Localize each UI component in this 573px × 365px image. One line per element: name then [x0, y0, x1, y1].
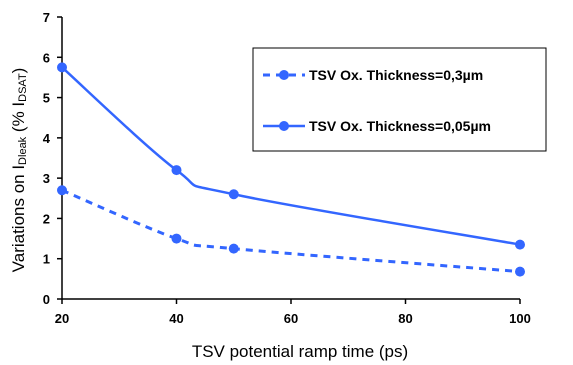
series-1-point	[171, 233, 182, 244]
x-ticks: 20 40 60 80 100	[55, 299, 531, 326]
series-2-line	[61, 66, 521, 246]
legend: TSV Ox. Thickness=0,3µm TSV Ox. Thicknes…	[252, 47, 547, 152]
series-1-point	[57, 185, 67, 196]
series-2-point	[228, 189, 239, 200]
y-tick-label: 5	[43, 91, 50, 106]
series-2-point	[171, 165, 182, 176]
legend-marker-series-2	[279, 121, 289, 131]
legend-box	[252, 47, 547, 152]
series-2-point	[57, 62, 67, 73]
series-1-line	[61, 188, 521, 274]
y-axis-title: Variations on IDleak (% IDSAT)	[9, 68, 29, 273]
y-tick-label: 1	[43, 252, 50, 267]
x-tick-label: 20	[55, 311, 69, 326]
y-tick-label: 2	[43, 211, 50, 226]
y-axis-title-suffix: )	[9, 68, 28, 74]
x-axis-title: TSV potential ramp time (ps)	[192, 342, 408, 361]
y-tick-label: 7	[43, 10, 50, 25]
legend-label-series-2: TSV Ox. Thickness=0,05µm	[309, 118, 491, 134]
y-axis-title-prefix: Variations on I	[9, 165, 28, 272]
x-tick-label: 100	[509, 311, 531, 326]
y-tick-label: 6	[43, 50, 50, 65]
series-2-point	[515, 239, 525, 250]
legend-label-series-1: TSV Ox. Thickness=0,3µm	[309, 67, 483, 83]
y-tick-label: 0	[43, 292, 50, 307]
legend-marker-series-1	[279, 70, 289, 80]
series-1-point	[228, 243, 239, 254]
x-tick-label: 80	[398, 311, 412, 326]
y-tick-label: 3	[43, 171, 50, 186]
x-tick-label: 60	[284, 311, 298, 326]
series-group	[57, 62, 525, 277]
y-axis-title-sub1: Dleak	[17, 136, 29, 165]
series-1-point	[515, 266, 525, 277]
y-axis-title-mid: (% I	[9, 102, 28, 137]
x-tick-label: 40	[169, 311, 183, 326]
y-tick-label: 4	[43, 131, 51, 146]
y-axis-title-sub2: DSAT	[17, 73, 29, 102]
y-ticks: 0 1 2 3 4 5 6 7	[43, 10, 62, 307]
